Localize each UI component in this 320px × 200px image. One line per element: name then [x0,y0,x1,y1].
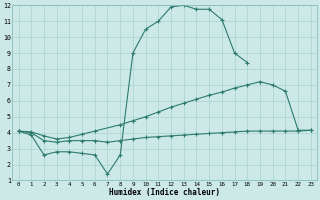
X-axis label: Humidex (Indice chaleur): Humidex (Indice chaleur) [109,188,220,197]
